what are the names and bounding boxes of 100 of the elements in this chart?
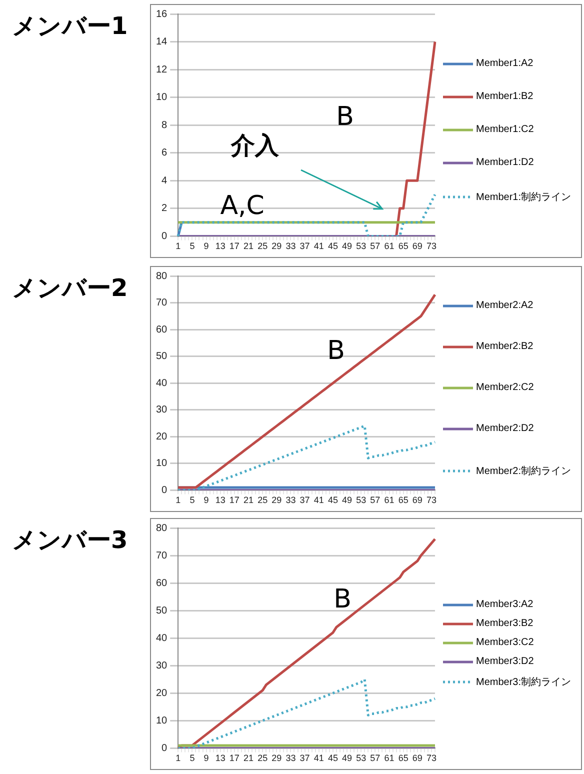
x-tick-label: 9 (204, 241, 209, 252)
x-tick-label: 61 (384, 753, 394, 764)
x-tick-label: 49 (342, 495, 352, 506)
x-tick-label: 65 (398, 495, 408, 506)
annotation: B (327, 336, 346, 366)
y-tick-label: 40 (156, 632, 168, 644)
x-tick-label: 61 (384, 241, 394, 252)
y-tick-label: 6 (162, 148, 168, 159)
x-tick-label: 57 (370, 753, 380, 764)
x-tick-label: 29 (272, 753, 282, 764)
y-tick-label: 40 (156, 378, 168, 389)
x-tick-label: 61 (384, 495, 394, 506)
x-tick-label: 49 (342, 241, 352, 252)
y-tick-label: 50 (156, 351, 168, 362)
x-tick-label: 37 (300, 753, 310, 764)
x-tick-label: 33 (286, 753, 296, 764)
x-tick-label: 9 (204, 495, 209, 506)
legend-label: Member3:B2 (476, 618, 534, 629)
y-tick-label: 10 (156, 92, 168, 104)
x-tick-label: 5 (190, 241, 195, 252)
x-tick-label: 21 (243, 241, 254, 252)
legend-label: Member2:C2 (476, 382, 534, 393)
x-tick-label: 69 (412, 753, 422, 764)
x-tick-label: 45 (328, 495, 338, 506)
x-tick-label: 33 (286, 241, 296, 252)
y-tick-label: 30 (156, 660, 168, 672)
x-tick-label: 33 (286, 495, 296, 506)
x-tick-label: 69 (412, 241, 422, 252)
x-tick-label: 21 (243, 753, 254, 764)
y-tick-label: 70 (156, 298, 168, 309)
y-tick-label: 80 (156, 522, 168, 534)
x-tick-label: 29 (272, 241, 282, 252)
y-tick-label: 60 (156, 324, 168, 336)
x-tick-label: 13 (215, 241, 226, 252)
x-tick-label: 45 (328, 753, 338, 764)
y-tick-label: 0 (162, 484, 168, 496)
y-tick-label: 14 (156, 36, 168, 48)
chart-title: メンバー2 (12, 273, 128, 304)
legend-label: Member2:B2 (476, 341, 534, 352)
x-tick-label: 73 (426, 241, 436, 252)
y-tick-label: 0 (162, 742, 168, 754)
annotation: B (336, 102, 354, 132)
legend-label: Member3:D2 (476, 656, 534, 667)
x-tick-label: 17 (229, 495, 240, 506)
x-tick-label: 5 (190, 753, 195, 764)
y-tick-label: 80 (156, 270, 168, 282)
x-tick-label: 73 (426, 753, 436, 764)
x-tick-label: 1 (176, 495, 181, 506)
x-tick-label: 41 (314, 753, 324, 764)
x-tick-label: 73 (426, 495, 436, 506)
y-tick-label: 70 (156, 550, 168, 562)
x-tick-label: 37 (300, 241, 310, 252)
x-tick-label: 37 (300, 495, 310, 506)
legend-label: Member1:制約ライン (476, 190, 572, 204)
x-tick-label: 49 (342, 753, 352, 764)
legend-label: Member3:A2 (476, 599, 534, 610)
x-tick-label: 41 (314, 241, 324, 252)
x-tick-label: 29 (272, 495, 282, 506)
legend-label: Member3:C2 (476, 637, 534, 648)
annotation: A,C (220, 191, 264, 222)
x-tick-label: 69 (412, 495, 422, 506)
x-tick-label: 57 (370, 495, 380, 506)
y-tick-label: 16 (156, 8, 168, 20)
x-tick-label: 25 (258, 753, 268, 764)
x-tick-label: 1 (176, 753, 181, 764)
x-tick-label: 53 (356, 495, 366, 506)
legend-label: Member3:制約ライン (476, 676, 572, 689)
y-tick-label: 12 (156, 64, 168, 76)
x-tick-label: 9 (204, 753, 209, 764)
legend-label: Member1:D2 (476, 157, 534, 168)
x-tick-label: 17 (229, 753, 240, 764)
x-tick-label: 25 (258, 241, 268, 252)
legend-label: Member2:制約ライン (476, 464, 572, 478)
y-tick-label: 4 (162, 175, 168, 186)
legend-label: Member2:D2 (476, 423, 534, 434)
chart-title: メンバー1 (12, 11, 128, 42)
x-tick-label: 53 (356, 241, 366, 252)
x-tick-label: 45 (328, 241, 338, 252)
x-tick-label: 57 (370, 241, 380, 252)
x-tick-label: 21 (243, 495, 254, 506)
legend-label: Member1:A2 (476, 58, 534, 69)
x-tick-label: 1 (176, 241, 181, 252)
y-tick-label: 8 (162, 120, 168, 131)
y-tick-label: 20 (156, 688, 168, 699)
annotation: B (334, 584, 352, 614)
x-tick-label: 65 (398, 753, 408, 764)
x-tick-label: 17 (229, 241, 240, 252)
y-tick-label: 10 (156, 715, 168, 726)
y-tick-label: 60 (156, 578, 168, 589)
y-tick-label: 30 (156, 404, 168, 416)
x-tick-label: 13 (215, 753, 226, 764)
y-tick-label: 10 (156, 458, 168, 470)
y-tick-label: 50 (156, 605, 168, 616)
y-tick-label: 0 (162, 230, 168, 242)
legend-label: Member1:B2 (476, 91, 534, 102)
x-tick-label: 41 (314, 495, 324, 506)
x-tick-label: 5 (190, 495, 195, 506)
x-tick-label: 25 (258, 495, 268, 506)
legend-label: Member1:C2 (476, 124, 534, 135)
y-tick-label: 2 (162, 203, 168, 214)
